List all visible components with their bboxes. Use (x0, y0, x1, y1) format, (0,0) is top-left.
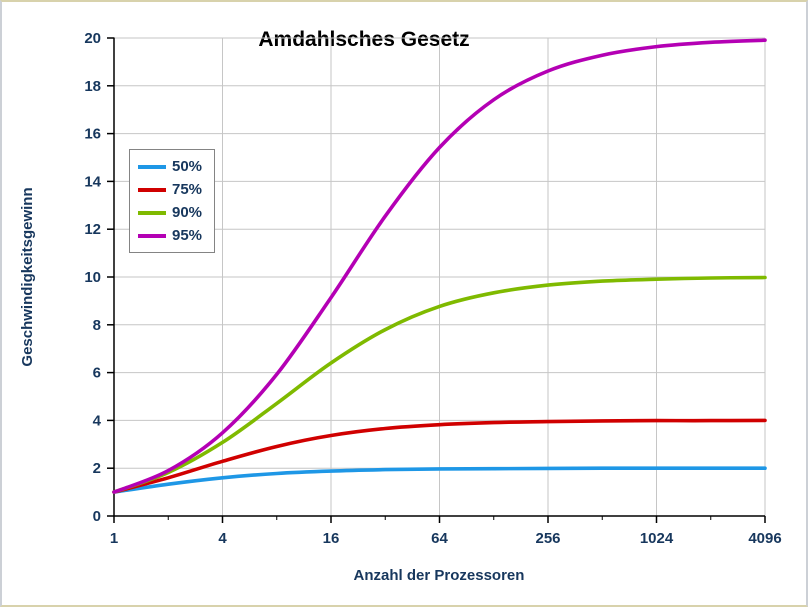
y-tick-label: 8 (93, 317, 101, 334)
x-tick-label: 64 (431, 530, 448, 547)
y-axis-label: Geschwindigkeitsgewinn (19, 187, 36, 366)
y-tick-label: 18 (84, 78, 101, 95)
legend-swatch-icon (138, 187, 166, 192)
legend-label: 90% (172, 204, 203, 221)
x-tick-label: 4096 (748, 530, 781, 547)
x-tick-label: 256 (535, 530, 560, 547)
chart-title: Amdahlsches Gesetz (258, 28, 469, 51)
series-line-75% (112, 418, 767, 494)
x-tick-label: 4 (218, 530, 227, 547)
y-tick-label: 10 (84, 269, 101, 286)
legend-swatch-icon (138, 164, 166, 169)
x-tick-label: 16 (323, 530, 340, 547)
legend-item-75%: 75% (138, 180, 202, 199)
series-line-90% (112, 275, 767, 494)
legend-label: 50% (172, 158, 203, 175)
x-tick-label: 1024 (640, 530, 674, 547)
x-axis-label: Anzahl der Prozessoren (354, 567, 525, 584)
legend-item-95%: 95% (138, 226, 202, 245)
legend-item-90%: 90% (138, 203, 202, 222)
x-tick-label: 1 (110, 530, 118, 547)
y-tick-label: 12 (84, 221, 101, 238)
legend-label: 75% (172, 181, 203, 198)
y-tick-label: 14 (84, 173, 101, 190)
legend-item-50%: 50% (138, 157, 202, 176)
legend-swatch-icon (138, 233, 166, 238)
legend: 50% 75% 90% 95% (129, 149, 216, 253)
y-tick-label: 6 (93, 365, 101, 382)
series-line-95% (112, 38, 767, 494)
y-tick-label: 0 (93, 508, 101, 525)
y-tick-label: 4 (93, 412, 102, 429)
series-line-50% (112, 466, 767, 494)
y-tick-label: 16 (84, 126, 101, 143)
legend-swatch-icon (138, 210, 166, 215)
y-tick-label: 2 (93, 460, 101, 477)
legend-label: 95% (172, 227, 203, 244)
y-tick-label: 20 (84, 30, 101, 47)
